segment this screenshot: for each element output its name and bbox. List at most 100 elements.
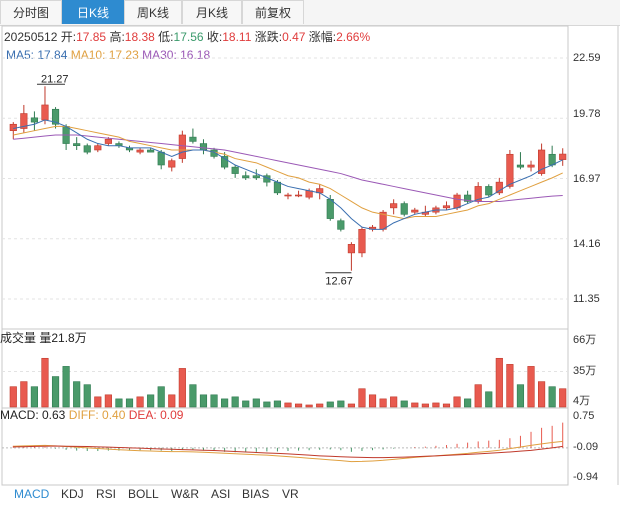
- volume-bar: [390, 396, 398, 408]
- candle-body: [273, 181, 282, 194]
- indicator-tab-kdj[interactable]: KDJ: [61, 487, 84, 501]
- volume-bar: [273, 400, 282, 408]
- price-axis-label: 14.16: [573, 238, 601, 250]
- low-label: 低:: [158, 30, 174, 44]
- volume-bar: [231, 396, 239, 408]
- dea-value: DEA: 0.09: [128, 408, 184, 422]
- volume-bar: [62, 366, 70, 408]
- indicator-tab-bias[interactable]: BIAS: [242, 487, 270, 501]
- volume-bar: [136, 396, 144, 408]
- macd-value: MACD: 0.63: [0, 408, 66, 422]
- candle-body: [326, 198, 334, 219]
- candle-body: [442, 205, 451, 209]
- candle-body: [94, 145, 102, 151]
- candle-body: [252, 175, 260, 179]
- period-tabs: 分时图 日K线 周K线 月K线 前复权: [0, 0, 620, 26]
- candle-body: [411, 209, 419, 213]
- volume-bar: [294, 403, 303, 408]
- candle-body: [527, 164, 535, 168]
- price-panel-frame: [1, 25, 569, 330]
- ma30-line: [13, 134, 563, 202]
- ma10-line: [13, 125, 563, 220]
- pct-value: 2.66%: [336, 30, 371, 44]
- indicator-tab-vr[interactable]: VR: [282, 487, 299, 501]
- volume-bar: [411, 402, 419, 408]
- tab-weekly-k[interactable]: 周K线: [124, 0, 182, 24]
- volume-bar: [115, 398, 123, 408]
- volume-bar: [189, 384, 197, 408]
- candle-body: [9, 123, 17, 131]
- volume-axis-label: 4万: [573, 395, 591, 407]
- volume-bar: [347, 403, 355, 408]
- volume-bar: [221, 398, 229, 408]
- indicator-tab-boll[interactable]: BOLL: [128, 487, 159, 501]
- close-label: 收:: [206, 30, 223, 44]
- candle-body: [358, 229, 366, 254]
- candle-body: [453, 194, 461, 209]
- volume-legend: 成交量 量21.8万: [0, 329, 87, 346]
- indicator-tab-rsi[interactable]: RSI: [96, 487, 117, 501]
- macd-axis-label: -0.94: [573, 471, 599, 483]
- volume-bar: [400, 400, 408, 408]
- volume-bar: [242, 400, 250, 408]
- pct-label: 涨幅:: [308, 30, 337, 44]
- price-axis-label: 19.78: [573, 108, 601, 120]
- tab-monthly-k[interactable]: 月K线: [182, 0, 242, 24]
- volume-bar: [30, 386, 38, 408]
- volume-bar: [41, 357, 49, 408]
- volume-bar: [442, 403, 451, 408]
- change-value: 0.47: [282, 30, 306, 44]
- candle-body: [337, 220, 345, 230]
- volume-label: 成交量: [0, 331, 37, 345]
- volume-bar: [94, 396, 102, 408]
- macd-axis-label: 0.75: [573, 410, 595, 422]
- candle-body: [178, 134, 186, 159]
- tab-forward-adjust[interactable]: 前复权: [242, 0, 304, 24]
- candle-body: [73, 143, 81, 146]
- ma5-line: [13, 119, 563, 230]
- volume-bar: [263, 401, 271, 408]
- diff-line: [13, 440, 563, 463]
- volume-bar: [305, 404, 313, 408]
- macd-axis-label: -0.09: [573, 441, 599, 453]
- volume-bar: [432, 402, 440, 408]
- volume-bar: [199, 394, 208, 408]
- candle-body: [136, 149, 144, 153]
- candle-body: [189, 136, 197, 142]
- low-value: 17.56: [173, 30, 204, 44]
- candle-body: [168, 160, 176, 168]
- volume-bar: [548, 386, 556, 408]
- volume-bar: [51, 376, 60, 408]
- volume-bar: [453, 396, 461, 408]
- open-value: 17.85: [76, 30, 107, 44]
- volume-bar: [125, 398, 134, 408]
- indicator-tab-macd[interactable]: MACD: [14, 487, 50, 501]
- dea-line: [13, 445, 563, 459]
- change-label: 涨跌:: [254, 30, 283, 44]
- volume-bar: [379, 398, 387, 408]
- volume-bar: [538, 381, 546, 408]
- indicator-tab-asi[interactable]: ASI: [211, 487, 231, 501]
- high-label: 高:: [109, 30, 125, 44]
- candle-body: [157, 151, 165, 166]
- tab-intraday[interactable]: 分时图: [0, 0, 62, 24]
- volume-bar: [495, 357, 503, 408]
- price-axis-label: 16.97: [573, 173, 601, 185]
- candle-body: [242, 175, 250, 179]
- indicator-tab-wr[interactable]: W&R: [171, 487, 199, 501]
- volume-bar: [516, 384, 525, 408]
- volume-bar: [474, 384, 482, 408]
- candle-body: [20, 113, 28, 129]
- candle-body: [506, 153, 514, 187]
- ohlc-info: 20250512 开:17.85 高:18.38 低:17.56 收:18.11…: [4, 28, 370, 45]
- candle-body: [559, 153, 567, 160]
- volume-axis-label: 66万: [573, 334, 597, 346]
- volume-bar: [178, 368, 186, 408]
- volume-bar: [559, 388, 567, 408]
- volume-bar: [485, 391, 493, 408]
- candle-body: [495, 181, 503, 194]
- candle-body: [51, 108, 60, 125]
- tab-daily-k[interactable]: 日K线: [62, 0, 124, 24]
- volume-bar: [83, 384, 91, 408]
